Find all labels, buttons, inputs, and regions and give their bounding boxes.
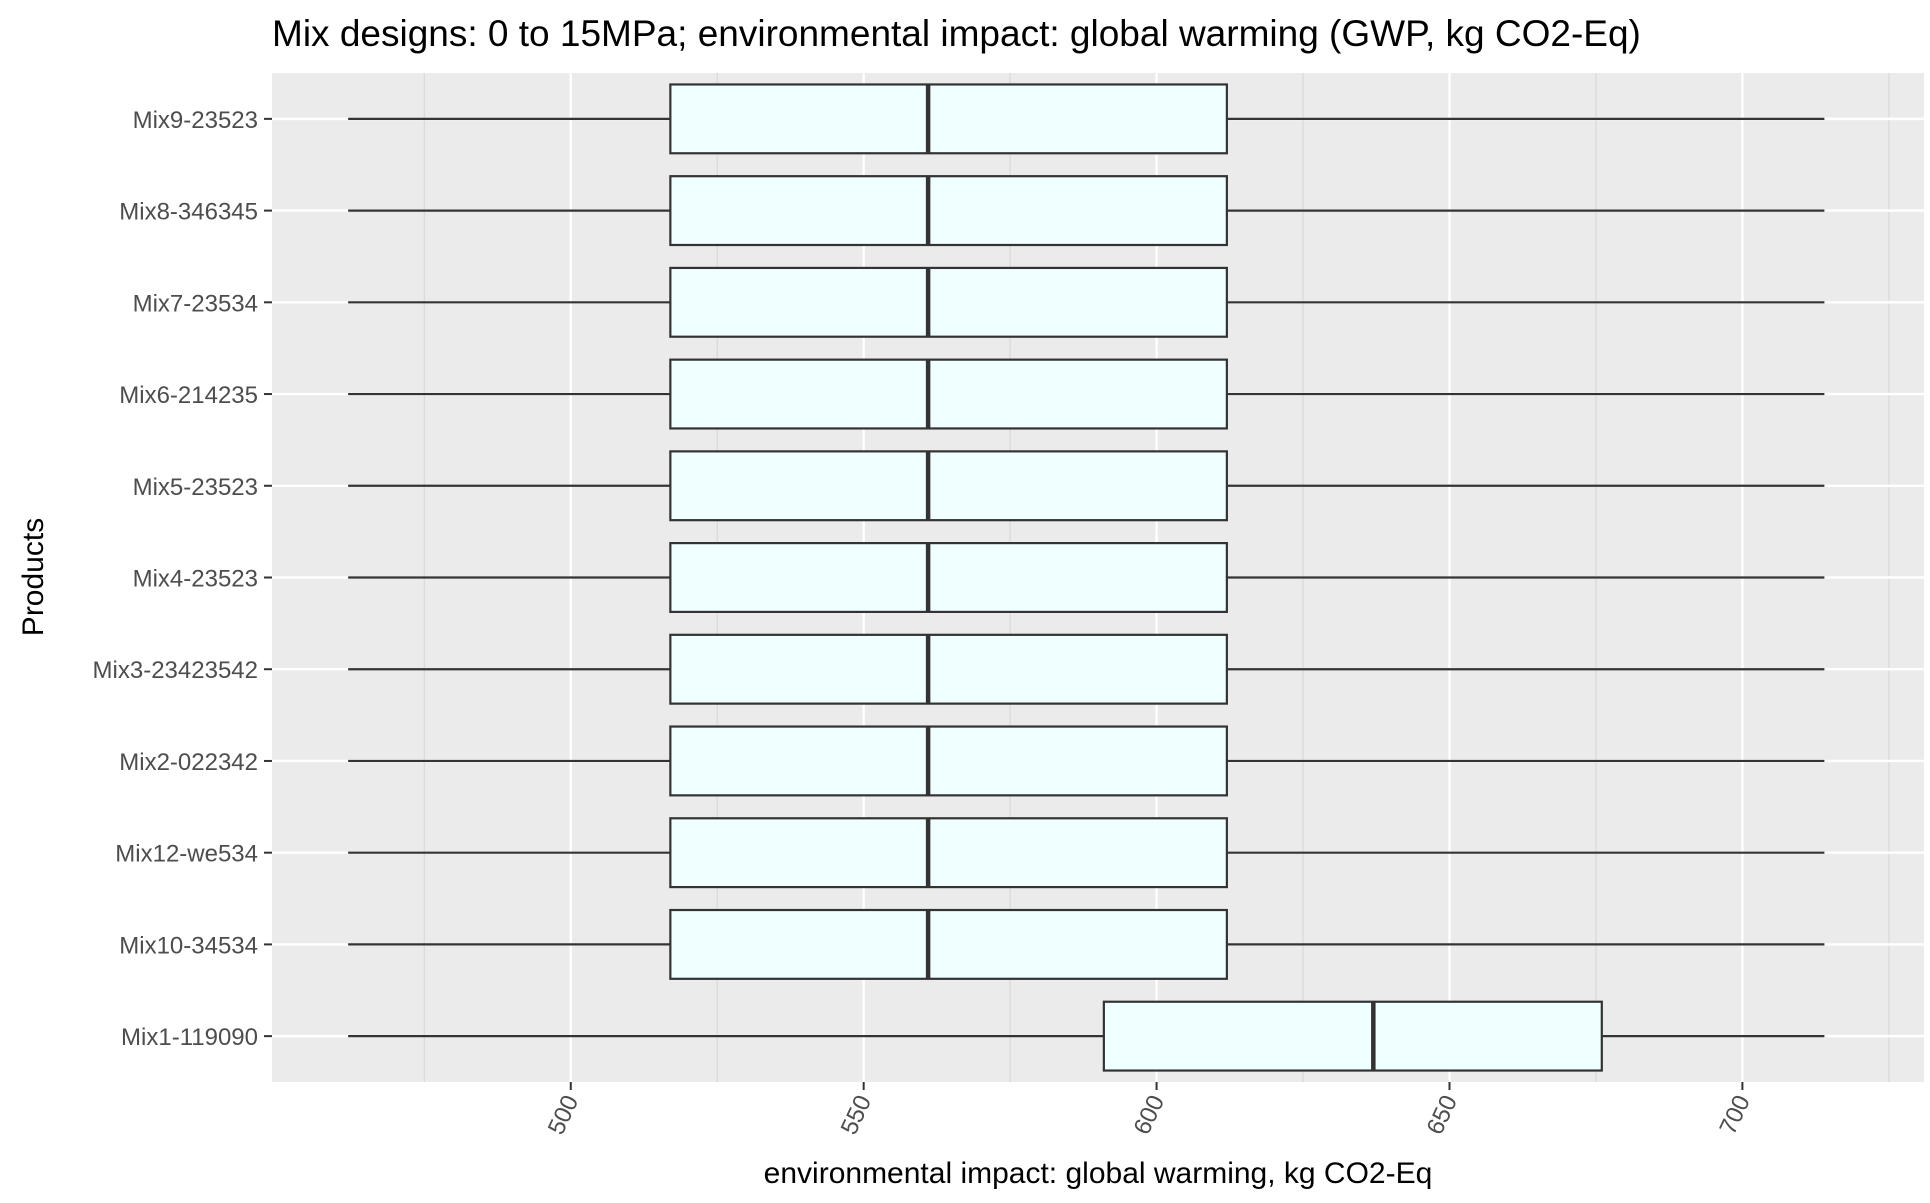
box-Mix3-23423542 bbox=[348, 633, 1825, 705]
y-axis-label: Products bbox=[17, 518, 50, 636]
box-iqr bbox=[669, 908, 1228, 980]
box-Mix1-119090 bbox=[348, 1000, 1825, 1072]
box-iqr bbox=[669, 358, 1228, 430]
box-iqr bbox=[669, 725, 1228, 797]
x-tick-label: 550 bbox=[836, 1091, 877, 1139]
x-axis: 500 550 600 650 700 bbox=[543, 1082, 1756, 1139]
y-tick-label: Mix6-214235 bbox=[119, 382, 258, 409]
box-iqr bbox=[669, 175, 1228, 247]
box-Mix10-34534 bbox=[348, 908, 1825, 980]
box-series bbox=[348, 83, 1825, 1072]
y-tick-label: Mix7-23534 bbox=[133, 290, 258, 317]
y-tick-label: Mix3-23423542 bbox=[93, 657, 258, 684]
box-iqr bbox=[669, 817, 1228, 889]
y-tick-label: Mix1-119090 bbox=[121, 1024, 258, 1051]
box-iqr bbox=[669, 266, 1228, 338]
box-Mix6-214235 bbox=[348, 358, 1825, 430]
box-Mix9-23523 bbox=[348, 83, 1825, 155]
x-tick-label: 650 bbox=[1422, 1091, 1463, 1139]
box-Mix4-23523 bbox=[348, 542, 1825, 613]
box-Mix5-23523 bbox=[348, 450, 1825, 522]
y-axis: Mix9-23523 Mix8-346345 Mix7-23534 Mix6-2142… bbox=[93, 107, 272, 1051]
x-tick-label: 500 bbox=[543, 1091, 584, 1139]
box-Mix2-022342 bbox=[348, 725, 1825, 797]
box-iqr bbox=[669, 633, 1228, 705]
chart-title: Mix designs: 0 to 15MPa; environmental i… bbox=[272, 13, 1641, 54]
y-tick-label: Mix4-23523 bbox=[133, 566, 258, 593]
box-iqr bbox=[669, 450, 1228, 522]
y-tick-label: Mix9-23523 bbox=[133, 107, 258, 134]
box-iqr bbox=[669, 542, 1228, 613]
box-Mix7-23534 bbox=[348, 266, 1825, 338]
x-tick-label: 600 bbox=[1129, 1091, 1170, 1139]
x-axis-label: environmental impact: global warming, kg… bbox=[764, 1157, 1433, 1190]
box-iqr bbox=[1102, 1000, 1603, 1072]
box-Mix12-we534 bbox=[348, 817, 1825, 889]
box-Mix8-346345 bbox=[348, 175, 1825, 247]
y-tick-label: Mix12-we534 bbox=[115, 841, 258, 868]
y-tick-label: Mix10-34534 bbox=[119, 932, 258, 959]
y-tick-label: Mix2-022342 bbox=[119, 749, 258, 776]
y-tick-label: Mix5-23523 bbox=[133, 474, 258, 501]
x-tick-label: 700 bbox=[1714, 1091, 1755, 1139]
box-iqr bbox=[669, 83, 1228, 155]
y-tick-label: Mix8-346345 bbox=[119, 199, 258, 226]
